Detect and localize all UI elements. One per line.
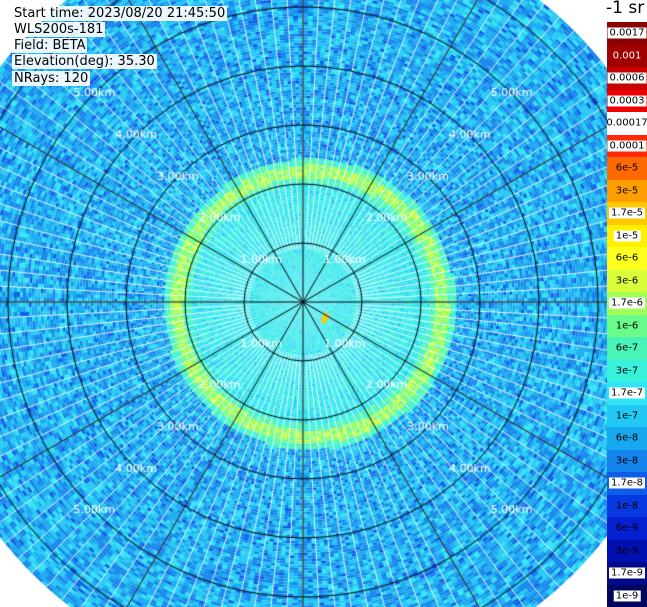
colorbar-bin-label: 3e-5 bbox=[615, 185, 639, 197]
colorbar-bin: 6e-7 bbox=[607, 337, 647, 360]
colorbar-bin: 1e-5 bbox=[607, 224, 647, 247]
colorbar-bin-label: 1.7e-7 bbox=[608, 387, 646, 399]
colorbar-bin-label: 6e-8 bbox=[615, 432, 639, 444]
colorbar-bin: 6e-5 bbox=[607, 157, 647, 180]
colorbar-bin: 0.0017 bbox=[607, 22, 647, 45]
colorbar-bin-label: 1.7e-6 bbox=[608, 297, 646, 309]
colorbar-bin-label: 0.0003 bbox=[607, 95, 647, 107]
colorbar-bin: 0.00017 bbox=[606, 112, 647, 135]
colorbar-bin-label: 1e-8 bbox=[615, 500, 639, 512]
colorbar-bin-label: 3e-7 bbox=[615, 365, 639, 377]
colorbar-bin-label: 6e-9 bbox=[615, 522, 639, 534]
colorbar-bin-label: 3e-9 bbox=[615, 545, 639, 557]
colorbar-bin: 0.0003 bbox=[607, 89, 647, 112]
colorbar-bin-label: 0.00017 bbox=[606, 117, 647, 129]
colorbar-bin-label: 1.7e-9 bbox=[608, 567, 646, 579]
nrays-label: NRays: 120 bbox=[12, 71, 91, 86]
colorbar-bin: 0.0006 bbox=[607, 67, 647, 90]
colorbar-bin: 3e-9 bbox=[607, 539, 647, 562]
colorbar-units: -1 sr bbox=[606, 0, 645, 18]
colorbar-bin-label: 6e-6 bbox=[615, 252, 639, 264]
colorbar-bin-label: 1e-7 bbox=[615, 410, 639, 422]
colorbar-bin-label: 1e-5 bbox=[613, 230, 641, 242]
colorbar-bin-label: 0.0006 bbox=[607, 72, 647, 84]
colorbar-bin: 1e-8 bbox=[607, 494, 647, 517]
colorbar-bin-label: 1.7e-8 bbox=[608, 477, 646, 489]
colorbar-bin: 1.7e-6 bbox=[607, 292, 647, 315]
colorbar-bin-label: 1e-6 bbox=[615, 320, 639, 332]
colorbar-bin-label: 6e-5 bbox=[615, 162, 639, 174]
colorbar-bin: 3e-7 bbox=[607, 359, 647, 382]
colorbar-bin-label: 0.001 bbox=[612, 50, 642, 62]
colorbar-bin-label: 0.0001 bbox=[607, 140, 647, 152]
colorbar-bin: 1.7e-5 bbox=[607, 202, 647, 225]
colorbar-bin: 3e-5 bbox=[607, 179, 647, 202]
colorbar-bin-label: 0.0017 bbox=[607, 27, 647, 39]
colorbar-bin: 3e-8 bbox=[607, 449, 647, 472]
colorbar-bin: 0.0001 bbox=[607, 134, 647, 157]
colorbar-bin: 6e-9 bbox=[607, 517, 647, 540]
elevation-label: Elevation(deg): 35.30 bbox=[12, 54, 157, 69]
colorbar-bin: 1e-9 bbox=[607, 584, 647, 607]
colorbar-bin-label: 3e-6 bbox=[615, 275, 639, 287]
colorbar-bin-label: 6e-7 bbox=[615, 342, 639, 354]
colorbar-bin: 3e-6 bbox=[607, 269, 647, 292]
colorbar-bin: 0.001 bbox=[607, 44, 647, 67]
colorbar-bin-label: 1e-9 bbox=[613, 590, 641, 602]
colorbar-bin: 1e-7 bbox=[607, 404, 647, 427]
colorbar-bin: 1.7e-9 bbox=[607, 562, 647, 585]
colorbar-bin: 6e-6 bbox=[607, 247, 647, 270]
colorbar-bin: 1.7e-7 bbox=[607, 382, 647, 405]
field-label: Field: BETA bbox=[12, 38, 88, 53]
colorbar-bin-label: 1.7e-5 bbox=[608, 207, 646, 219]
device-label: WLS200s-181 bbox=[12, 22, 106, 37]
colorbar-bin-label: 3e-8 bbox=[615, 455, 639, 467]
colorbar-bin: 1.7e-8 bbox=[607, 472, 647, 495]
start-time-label: Start time: 2023/08/20 21:45:50 bbox=[12, 6, 228, 21]
colorbar-bin: 1e-6 bbox=[607, 314, 647, 337]
colorbar-bin: 6e-8 bbox=[607, 427, 647, 450]
